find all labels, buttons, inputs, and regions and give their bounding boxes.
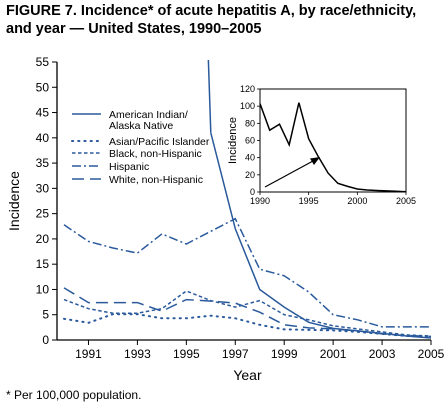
inset-y-tick-label: 0 [250, 187, 255, 197]
figure-title: FIGURE 7. Incidence* of acute hepatitis … [6, 3, 417, 37]
inset-arrowhead [310, 157, 320, 165]
y-tick-label: 10 [36, 282, 50, 296]
x-tick-label: 1995 [173, 347, 200, 361]
inset-x-tick-label: 1990 [250, 196, 270, 206]
legend-label-3: Hispanic [109, 161, 149, 173]
x-tick-label: 1993 [124, 347, 151, 361]
x-axis-label: Year [233, 367, 262, 383]
x-tick-label: 2003 [369, 347, 396, 361]
y-tick-label: 55 [36, 55, 50, 69]
legend: American Indian/Alaska Native Asian/Pacif… [71, 109, 210, 186]
y-tick-label: 45 [36, 106, 50, 120]
inset-frame [259, 88, 407, 193]
inset-y-tick-label: 20 [245, 170, 255, 180]
inset-chart: 0 20 40 60 80 100 120 1990 1995 2000 2005 Incidence [227, 84, 416, 206]
x-tick-label: 2005 [418, 347, 444, 361]
x-tick-label: 1991 [75, 347, 102, 361]
y-tick-label: 0 [42, 333, 49, 347]
inset-y-tick-label: 60 [245, 136, 255, 146]
y-tick-label: 20 [36, 232, 50, 246]
main-axes: 0 5 10 15 20 25 30 35 40 45 50 55 1991 1993 1995 1997 19… [6, 55, 444, 383]
y-tick-label: 40 [36, 131, 50, 145]
series-line-1 [63, 313, 432, 338]
legend-label-2: Black, non-Hispanic [109, 148, 202, 160]
series-line-4 [63, 287, 432, 338]
inset-y-tick-label: 40 [245, 153, 255, 163]
footnote: * Per 100,000 population. [6, 388, 142, 402]
inset-x-tick-label: 1995 [299, 196, 319, 206]
inset-arrow [264, 160, 314, 188]
inset-series-line [259, 102, 407, 193]
legend-label-0: American Indian/ [109, 109, 188, 121]
y-tick-label: 50 [36, 80, 50, 94]
y-tick-label: 35 [36, 156, 50, 170]
legend-label-1: Asian/Pacific Islander [109, 136, 210, 148]
x-tick-label: 1997 [222, 347, 249, 361]
y-tick-label: 30 [36, 181, 50, 195]
main-lines [63, 60, 432, 339]
y-axis-label: Incidence [6, 171, 22, 231]
inset-y-tick-label: 100 [240, 101, 255, 111]
x-tick-label: 2001 [320, 347, 347, 361]
y-tick-label: 25 [36, 207, 50, 221]
y-tick-label: 5 [42, 308, 49, 322]
series-line-0-entry [207, 60, 212, 133]
inset-x-tick-label: 2005 [396, 196, 416, 206]
legend-label-0: Alaska Native [109, 120, 173, 132]
inset-y-axis-label: Incidence [227, 117, 239, 164]
legend-label-4: White, non-Hispanic [109, 174, 203, 186]
inset-x-tick-label: 2000 [347, 196, 367, 206]
series-line-3 [63, 217, 431, 328]
series-line-2 [63, 290, 432, 337]
x-tick-label: 1999 [271, 347, 298, 361]
y-tick-label: 15 [36, 257, 50, 271]
inset-y-tick-label: 120 [240, 84, 255, 94]
inset-y-tick-label: 80 [245, 118, 255, 128]
